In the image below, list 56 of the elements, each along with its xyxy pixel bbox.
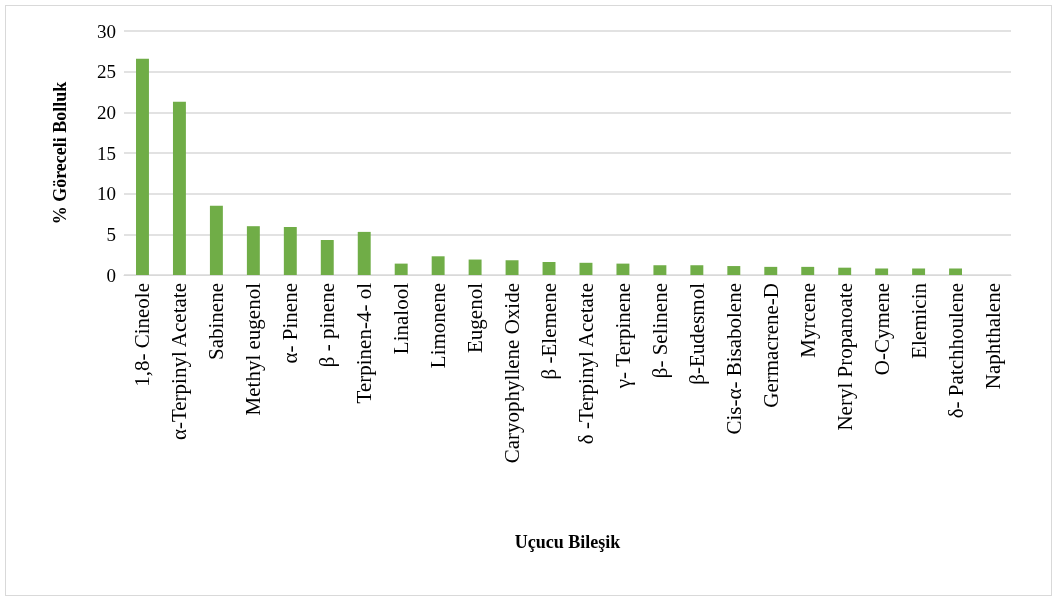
x-tick-label: β - pinene — [315, 283, 340, 368]
x-tick-label: Terpinen-4- ol — [352, 282, 377, 404]
x-tick-label: Limonene — [426, 283, 451, 369]
x-tick-label: Neryl Propanoate — [832, 283, 857, 431]
y-axis-title: % Göreceli Bolluk — [50, 81, 70, 225]
bar — [468, 259, 482, 275]
bar — [394, 263, 408, 275]
x-tick-label: Linalool — [389, 282, 414, 355]
bar — [246, 226, 260, 275]
x-tick-label: Myrcene — [795, 283, 820, 358]
y-tick-label: 10 — [97, 183, 116, 205]
x-tick-label: α- Pinene — [278, 283, 303, 364]
y-tick-label: 15 — [97, 142, 116, 164]
x-tick-label: δ- Patchhoulene — [943, 283, 968, 419]
bar — [579, 262, 593, 275]
x-tick-label: O-Cymene — [869, 283, 894, 376]
x-tick-label: α-Terpinyl Acetate — [167, 283, 192, 441]
bar — [357, 231, 371, 275]
x-tick-label: δ -Terpinyl Acetate — [573, 283, 598, 445]
bar — [690, 265, 704, 275]
x-tick-label: γ- Terpinene — [610, 283, 635, 390]
y-tick-label: 5 — [106, 223, 116, 245]
bar — [727, 266, 741, 275]
x-tick-label: β- Selinene — [647, 283, 672, 379]
bar — [949, 268, 963, 275]
y-tick-label: 0 — [106, 264, 116, 286]
x-tick-label: Elemicin — [906, 282, 931, 359]
x-tick-label: 1,8- Cineole — [130, 283, 155, 387]
x-tick-label: Germacrene-D — [758, 283, 783, 408]
y-tick-label: 25 — [97, 61, 116, 83]
bar — [431, 256, 445, 275]
x-tick-label: Caryophyllene Oxide — [500, 283, 525, 464]
bar — [838, 267, 852, 275]
x-tick-label: Cis-α- Bisabolene — [721, 283, 746, 435]
bar — [172, 101, 186, 275]
x-tick-label: Sabinene — [204, 283, 229, 360]
bar — [616, 263, 630, 275]
bar — [283, 227, 297, 275]
bar — [801, 266, 815, 275]
bar — [209, 205, 223, 275]
bar — [912, 268, 926, 275]
x-tick-label: Naphthalene — [980, 283, 1005, 390]
x-tick-label: Eugenol — [463, 282, 488, 353]
bar — [764, 266, 778, 275]
bar — [875, 268, 889, 275]
x-tick-label: Methyl eugenol — [241, 282, 266, 416]
x-axis-title: Uçucu Bileşik — [514, 532, 621, 552]
bar — [320, 240, 334, 275]
bar — [505, 260, 519, 275]
bar — [136, 58, 149, 275]
bar — [542, 261, 556, 275]
x-tick-label: β -Elemene — [537, 283, 562, 380]
y-tick-label: 30 — [97, 20, 116, 42]
bar — [653, 265, 667, 275]
y-tick-label: 20 — [97, 101, 116, 123]
x-tick-label: β-Eudesmol — [684, 282, 709, 385]
